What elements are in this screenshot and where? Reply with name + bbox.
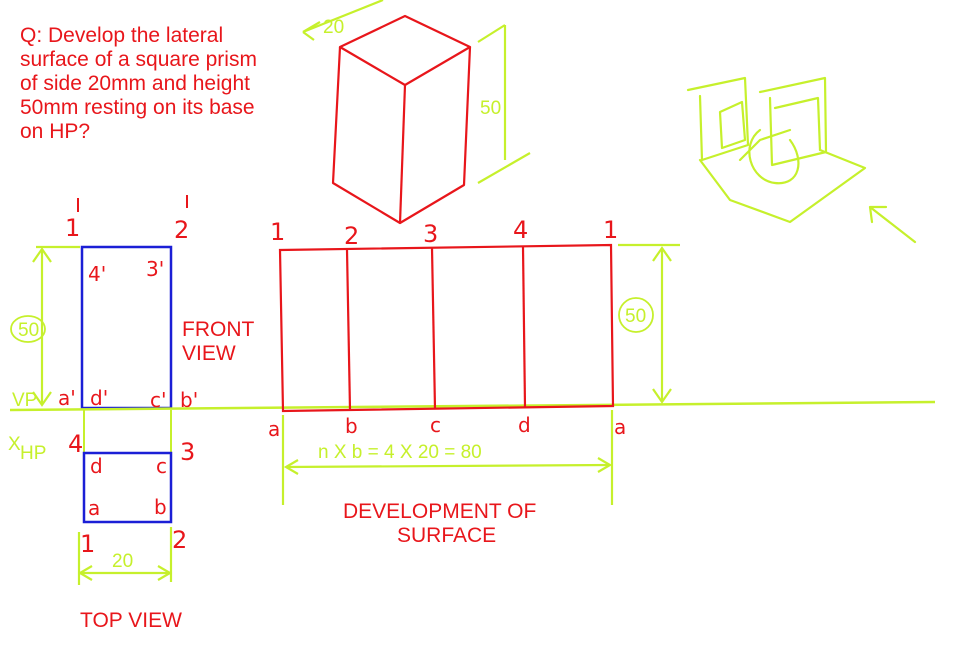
question-line-3: of side 20mm and height [20, 72, 250, 95]
development-title-line-2: SURFACE [397, 524, 496, 547]
xy-reference-line [9, 400, 936, 412]
pictorial-height-label: 50 [480, 98, 501, 119]
top-inner-label-a: a [88, 496, 100, 520]
vp-label: VP [12, 390, 37, 411]
front-base-label-b: b' [180, 388, 198, 412]
question-line-2: surface of a square prism [20, 48, 257, 71]
front-top-label-2: 2 [174, 216, 189, 244]
development-bottom-label-c: c [430, 413, 441, 437]
development-bottom-label-a: a [268, 417, 280, 441]
top-corner-label-1: 1 [80, 530, 95, 558]
development-length-dimension [281, 410, 614, 505]
top-inner-label-c: c [156, 454, 167, 478]
front-view-title-line-1: FRONT [182, 318, 254, 341]
sketch-doodle [686, 76, 917, 244]
hp-label: HP [20, 443, 46, 464]
question-line-5: on HP? [20, 120, 90, 143]
front-top-prime-marks [77, 195, 188, 212]
front-base-label-d: d' [90, 386, 108, 410]
top-corner-label-4: 4 [68, 430, 83, 458]
top-width-dimension [77, 527, 173, 585]
development-top-label-3: 3 [423, 220, 438, 248]
development-height-dimension [618, 243, 680, 404]
development-height-label: 50 [625, 306, 646, 327]
front-inner-label-3: 3' [146, 257, 164, 281]
development-top-label-2: 2 [344, 222, 359, 250]
development-bottom-label-d: d [518, 413, 531, 437]
front-height-dimension [32, 245, 80, 407]
question-line-1: Q: Develop the lateral [20, 24, 223, 47]
front-inner-label-4: 4' [88, 262, 106, 286]
question-line-4: 50mm resting on its base [20, 96, 255, 119]
development-rectangle [278, 243, 615, 413]
development-title-line-1: DEVELOPMENT OF [343, 500, 536, 523]
top-width-label: 20 [112, 551, 133, 572]
top-corner-label-2: 2 [172, 526, 187, 554]
projector-lines [83, 410, 172, 452]
pictorial-dimension-lines [302, 0, 531, 184]
development-bottom-label-b: b [345, 414, 358, 438]
development-length-formula: n X b = 4 X 20 = 80 [318, 442, 482, 463]
development-top-label-4: 4 [513, 216, 528, 244]
top-inner-label-b: b [154, 495, 167, 519]
top-corner-label-3: 3 [180, 438, 195, 466]
front-view-title-line-2: VIEW [182, 342, 236, 365]
top-view-title: TOP VIEW [80, 609, 182, 632]
top-inner-label-d: d [90, 454, 103, 478]
pictorial-side-label: 20 [323, 17, 344, 38]
top-view-square [82, 451, 173, 524]
front-height-label-circle [10, 315, 46, 343]
x-label: X [8, 434, 21, 455]
development-bottom-label-a-end: a [614, 415, 626, 439]
front-base-label-a: a' [58, 386, 76, 410]
development-top-label-1: 1 [270, 218, 285, 246]
front-top-label-1: 1 [65, 214, 80, 242]
front-base-label-c: c' [150, 388, 167, 412]
front-height-label: 50 [18, 320, 39, 341]
development-height-label-circle [618, 297, 654, 333]
pictorial-prism [331, 14, 472, 225]
development-top-label-1-end: 1 [603, 216, 618, 244]
